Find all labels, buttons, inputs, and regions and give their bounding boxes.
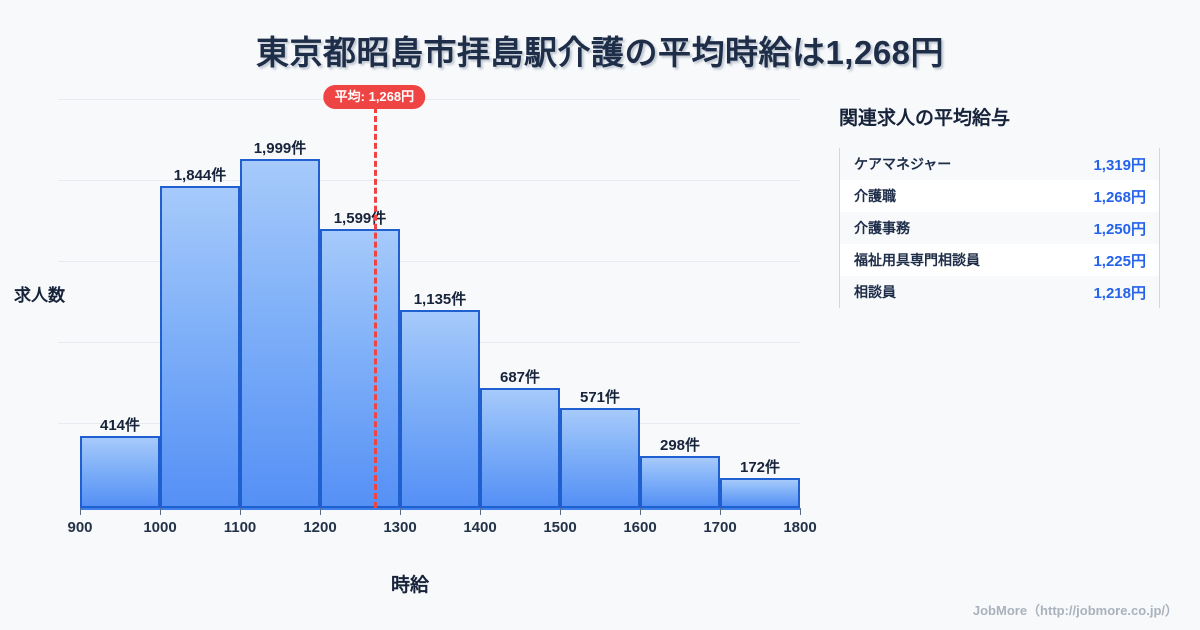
plot-area: 414件 1,844件 1,999件 1,599件 1,135件 687件 571件 298件… bbox=[58, 85, 817, 536]
job-title-label: 相談員 bbox=[854, 284, 896, 300]
x-axis-title: 時給 bbox=[390, 575, 429, 596]
x-axis-tick bbox=[720, 508, 721, 515]
page-title: 東京都昭島市拝島駅介護の平均時給は1,268円 bbox=[255, 34, 945, 71]
footer-credit: JobMore（http://jobmore.co.jp/） bbox=[972, 603, 1178, 618]
x-axis-line bbox=[80, 508, 800, 510]
bar-value-label: 172件 bbox=[739, 458, 781, 476]
average-wage-value: 1,218円 bbox=[1093, 284, 1146, 302]
histogram-bar[interactable] bbox=[240, 158, 320, 508]
histogram-bar[interactable] bbox=[400, 309, 480, 508]
histogram-bar[interactable] bbox=[80, 435, 160, 508]
x-axis-tick-label: 900 bbox=[67, 519, 93, 536]
average-badge: 平均: 1,268円 bbox=[323, 85, 426, 109]
histogram-bar[interactable] bbox=[720, 477, 800, 508]
job-title-label: 福祉用具専門相談員 bbox=[854, 252, 980, 268]
histogram-bar[interactable] bbox=[160, 185, 240, 508]
bar-value-label: 414件 bbox=[99, 416, 141, 434]
histogram-bar[interactable] bbox=[640, 455, 720, 508]
bar-value-label: 1,999件 bbox=[253, 139, 307, 157]
x-axis-tick bbox=[320, 508, 321, 515]
average-wage-value: 1,225円 bbox=[1093, 252, 1146, 270]
histogram-bar[interactable] bbox=[560, 408, 640, 508]
histogram-bar[interactable] bbox=[480, 387, 560, 508]
x-axis-tick-label: 1500 bbox=[543, 519, 577, 536]
gridline bbox=[58, 99, 800, 100]
gridline bbox=[58, 261, 800, 262]
x-axis-tick-label: 1300 bbox=[383, 519, 417, 536]
histogram-bar[interactable] bbox=[320, 228, 400, 508]
job-title-label: 介護事務 bbox=[854, 220, 910, 236]
bar-value-label: 1,599件 bbox=[333, 209, 387, 227]
y-axis-title: 求人数 bbox=[14, 286, 65, 305]
related-salary-table: ケアマネジャー 1,319円介護職 1,268円介護事務 1,250円福祉用具専門相談… bbox=[839, 148, 1160, 308]
bar-value-label: 1,135件 bbox=[413, 290, 467, 308]
table-row[interactable]: 介護職 1,268円 bbox=[840, 180, 1159, 212]
x-axis-tick-label: 1600 bbox=[623, 519, 657, 536]
average-wage-value: 1,319円 bbox=[1093, 156, 1146, 174]
job-title-label: ケアマネジャー bbox=[854, 156, 952, 172]
bar-value-label: 1,844件 bbox=[173, 166, 227, 184]
related-salary-panel: 関連求人の平均給与 ケアマネジャー 1,319円介護職 1,268円介護事務 1,25… bbox=[839, 0, 1179, 630]
average-wage-value: 1,268円 bbox=[1093, 188, 1146, 206]
bar-value-label: 298件 bbox=[659, 436, 701, 454]
x-axis-tick-label: 1100 bbox=[223, 519, 257, 536]
x-axis-tick bbox=[400, 508, 401, 515]
job-title-label: 介護職 bbox=[854, 188, 896, 204]
x-axis-tick-label: 1700 bbox=[703, 519, 737, 536]
bar-value-label: 571件 bbox=[579, 389, 621, 407]
gridline bbox=[58, 180, 800, 181]
table-row[interactable]: 相談員 1,218円 bbox=[840, 276, 1159, 308]
x-axis-tick bbox=[240, 508, 241, 515]
x-axis-tick-label: 1400 bbox=[463, 519, 497, 536]
x-axis-tick bbox=[800, 508, 801, 515]
table-row[interactable]: 介護事務 1,250円 bbox=[840, 212, 1159, 244]
x-axis-tick bbox=[160, 508, 161, 515]
x-axis-tick-label: 1000 bbox=[143, 519, 177, 536]
x-axis-tick bbox=[560, 508, 561, 515]
bar-value-label: 687件 bbox=[499, 368, 541, 386]
x-axis-tick-label: 1200 bbox=[303, 519, 337, 536]
table-row[interactable]: ケアマネジャー 1,319円 bbox=[840, 148, 1159, 180]
x-axis-tick-label: 1800 bbox=[783, 519, 817, 536]
x-axis-tick bbox=[640, 508, 641, 515]
table-row[interactable]: 福祉用具専門相談員 1,225円 bbox=[840, 244, 1159, 276]
related-salary-heading: 関連求人の平均給与 bbox=[839, 108, 1011, 129]
average-line bbox=[374, 107, 378, 508]
average-wage-value: 1,250円 bbox=[1093, 220, 1146, 238]
x-axis-tick bbox=[480, 508, 481, 515]
histogram-chart: 求人数 414件 1,844件 1,999件 1,599件 1,135件 687件 571件… bbox=[14, 85, 817, 596]
x-axis-tick bbox=[80, 508, 81, 515]
